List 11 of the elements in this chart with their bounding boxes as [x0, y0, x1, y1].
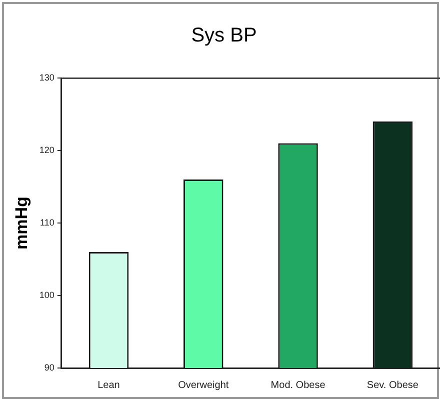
y-tick-label: 100 [39, 290, 54, 300]
x-tick-label: Lean [98, 380, 120, 391]
x-tick-label: Overweight [178, 380, 229, 391]
x-tick-label: Mod. Obese [270, 380, 326, 391]
y-tick-label: 120 [39, 144, 54, 155]
y-axis-title: mmHg [12, 196, 31, 250]
y-tick-label: 110 [40, 217, 54, 228]
y-tick-label: 130 [39, 72, 54, 82]
y-tick-label: 90 [44, 362, 54, 372]
x-tick-label: Sev. Obese [366, 380, 419, 391]
chart-title: Sys BP [191, 24, 257, 47]
